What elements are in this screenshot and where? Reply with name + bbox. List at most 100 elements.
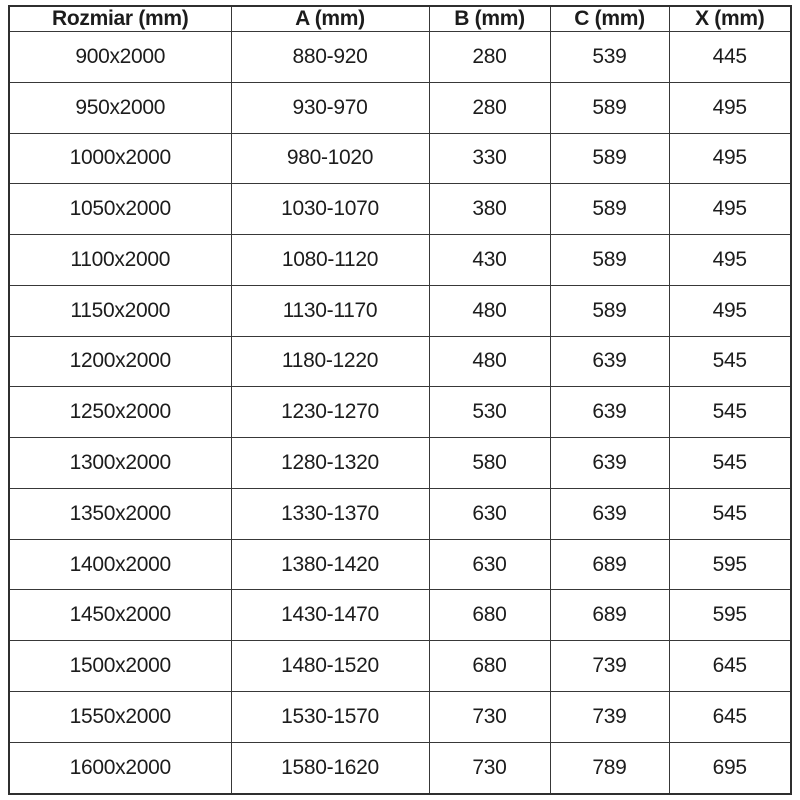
table-row: 1250x2000 1230-1270 530 639 545: [8, 386, 792, 439]
table-row: 1500x2000 1480-1520 680 739 645: [8, 640, 792, 692]
table-cell: 539: [549, 31, 670, 83]
table-cell: 1030-1070: [230, 183, 430, 236]
table-cell: 1200x2000: [8, 335, 232, 388]
table-cell: 1280-1320: [230, 437, 430, 489]
table-cell: 1480-1520: [230, 640, 430, 692]
table-cell: 380: [428, 183, 551, 236]
table-cell: 1250x2000: [8, 386, 232, 439]
table-cell: 900x2000: [8, 31, 232, 83]
table-row: 1550x2000 1530-1570 730 739 645: [8, 690, 792, 743]
table-cell: 695: [668, 741, 792, 795]
column-header-2: B (mm): [428, 5, 551, 32]
table-cell: 1550x2000: [8, 690, 232, 743]
column-header-1: A (mm): [230, 5, 430, 32]
table-cell: 1180-1220: [230, 335, 430, 388]
table-cell: 330: [428, 132, 551, 185]
table-cell: 445: [668, 31, 792, 83]
table-cell: 1330-1370: [230, 487, 430, 540]
table-cell: 589: [549, 81, 670, 134]
table-cell: 689: [549, 589, 670, 642]
table-cell: 595: [668, 589, 792, 642]
column-header-0: Rozmiar (mm): [8, 5, 232, 32]
table-cell: 645: [668, 690, 792, 743]
table-cell: 730: [428, 741, 551, 795]
table-row: 900x2000 880-920 280 539 445: [8, 31, 792, 83]
table-cell: 495: [668, 234, 792, 286]
table-row: 1000x2000 980-1020 330 589 495: [8, 132, 792, 185]
column-header-4: X (mm): [668, 5, 792, 32]
table-cell: 630: [428, 538, 551, 591]
table-row: 1600x2000 1580-1620 730 789 695: [8, 741, 792, 795]
table-body: 900x2000 880-920 280 539 445 950x2000 930-970 2…: [8, 31, 792, 795]
table-cell: 545: [668, 386, 792, 439]
table-cell: 1080-1120: [230, 234, 430, 286]
table-cell: 639: [549, 386, 670, 439]
table-cell: 1050x2000: [8, 183, 232, 236]
table-cell: 1150x2000: [8, 284, 232, 337]
table-cell: 1530-1570: [230, 690, 430, 743]
table-cell: 739: [549, 640, 670, 692]
table-row: 1300x2000 1280-1320 580 639 545: [8, 437, 792, 489]
table-cell: 1380-1420: [230, 538, 430, 591]
table-cell: 645: [668, 640, 792, 692]
table-row: 1450x2000 1430-1470 680 689 595: [8, 589, 792, 642]
table-cell: 430: [428, 234, 551, 286]
table-cell: 1400x2000: [8, 538, 232, 591]
table-cell: 1580-1620: [230, 741, 430, 795]
table-cell: 545: [668, 487, 792, 540]
table-cell: 280: [428, 81, 551, 134]
table-cell: 680: [428, 640, 551, 692]
table-cell: 1350x2000: [8, 487, 232, 540]
table-cell: 495: [668, 81, 792, 134]
table-cell: 280: [428, 31, 551, 83]
table-header-row: Rozmiar (mm) A (mm) B (mm) C (mm) X (mm): [8, 5, 792, 32]
table-row: 1050x2000 1030-1070 380 589 495: [8, 183, 792, 236]
table-cell: 545: [668, 335, 792, 388]
table-cell: 1230-1270: [230, 386, 430, 439]
table-cell: 580: [428, 437, 551, 489]
table-cell: 789: [549, 741, 670, 795]
table-cell: 739: [549, 690, 670, 743]
table-cell: 545: [668, 437, 792, 489]
table-cell: 680: [428, 589, 551, 642]
table-header: Rozmiar (mm) A (mm) B (mm) C (mm) X (mm): [8, 5, 792, 32]
table-cell: 530: [428, 386, 551, 439]
table-row: 1350x2000 1330-1370 630 639 545: [8, 487, 792, 540]
table-cell: 495: [668, 284, 792, 337]
table-cell: 730: [428, 690, 551, 743]
table-cell: 1500x2000: [8, 640, 232, 692]
table-cell: 480: [428, 284, 551, 337]
table-row: 950x2000 930-970 280 589 495: [8, 81, 792, 134]
table-cell: 495: [668, 132, 792, 185]
table-row: 1150x2000 1130-1170 480 589 495: [8, 284, 792, 337]
table-cell: 880-920: [230, 31, 430, 83]
table-cell: 639: [549, 437, 670, 489]
table-cell: 589: [549, 234, 670, 286]
table-cell: 980-1020: [230, 132, 430, 185]
table-cell: 1100x2000: [8, 234, 232, 286]
table-cell: 630: [428, 487, 551, 540]
table-cell: 689: [549, 538, 670, 591]
table-cell: 1600x2000: [8, 741, 232, 795]
table-cell: 495: [668, 183, 792, 236]
table-cell: 595: [668, 538, 792, 591]
table-row: 1200x2000 1180-1220 480 639 545: [8, 335, 792, 388]
table-cell: 639: [549, 335, 670, 388]
column-header-3: C (mm): [549, 5, 670, 32]
dimension-spec-table: Rozmiar (mm) A (mm) B (mm) C (mm) X (mm) 900…: [8, 5, 792, 795]
table-cell: 589: [549, 284, 670, 337]
table-cell: 1450x2000: [8, 589, 232, 642]
table-cell: 930-970: [230, 81, 430, 134]
table-cell: 1130-1170: [230, 284, 430, 337]
table-cell: 1300x2000: [8, 437, 232, 489]
table-cell: 480: [428, 335, 551, 388]
table-cell: 639: [549, 487, 670, 540]
table-cell: 1000x2000: [8, 132, 232, 185]
table-row: 1100x2000 1080-1120 430 589 495: [8, 234, 792, 286]
table-cell: 1430-1470: [230, 589, 430, 642]
table-cell: 589: [549, 132, 670, 185]
table-cell: 589: [549, 183, 670, 236]
table-row: 1400x2000 1380-1420 630 689 595: [8, 538, 792, 591]
table-cell: 950x2000: [8, 81, 232, 134]
